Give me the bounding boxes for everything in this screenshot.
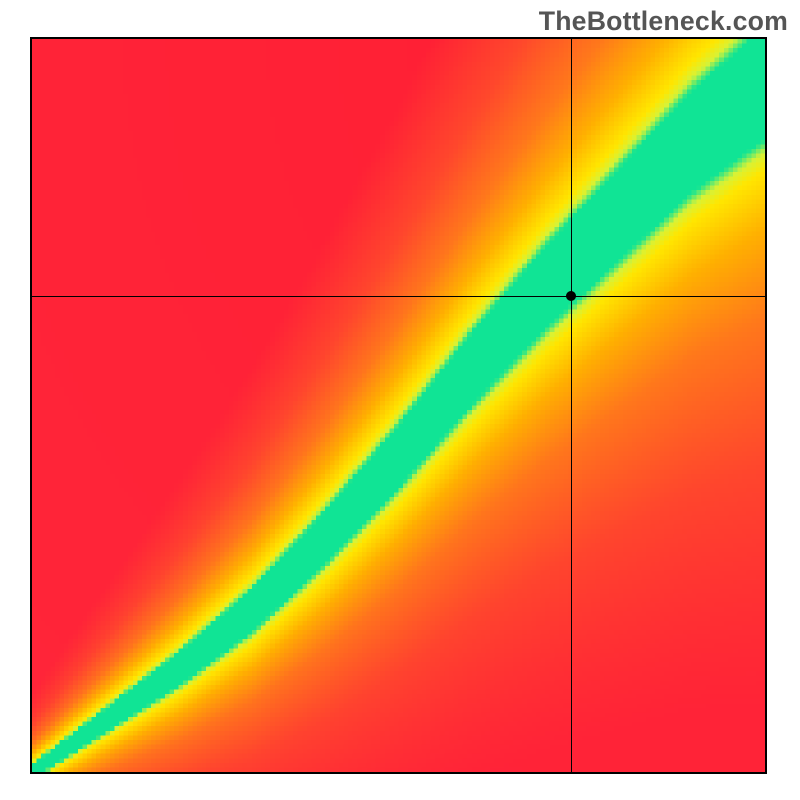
crosshair-horizontal — [32, 296, 765, 297]
chart-container: TheBottleneck.com — [0, 0, 800, 800]
bottleneck-heatmap — [32, 39, 765, 772]
plot-frame — [30, 37, 767, 774]
watermark-text: TheBottleneck.com — [539, 6, 788, 37]
marker-dot — [566, 291, 576, 301]
crosshair-vertical — [571, 39, 572, 772]
